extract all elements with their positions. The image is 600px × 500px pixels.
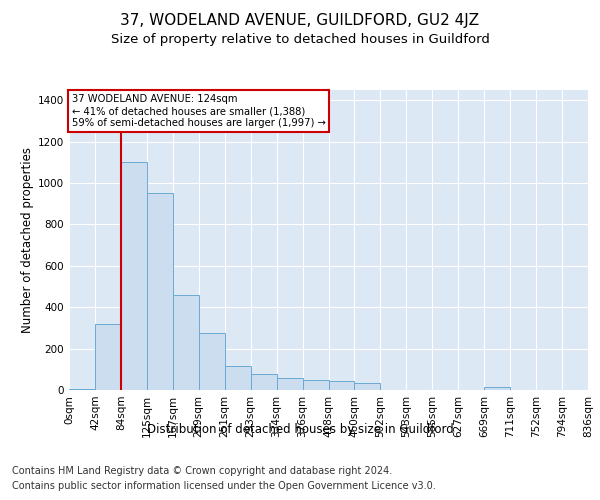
Bar (225, 366, 251, 390)
Bar (355, 383, 380, 390)
Bar (484, 387, 510, 390)
Bar (121, 162, 147, 390)
Text: 37, WODELAND AVENUE, GUILDFORD, GU2 4JZ: 37, WODELAND AVENUE, GUILDFORD, GU2 4JZ (121, 12, 479, 28)
Bar (329, 380, 355, 390)
Text: Contains public sector information licensed under the Open Government Licence v3: Contains public sector information licen… (12, 481, 436, 491)
Bar (251, 374, 277, 390)
Bar (147, 194, 173, 390)
Text: Contains HM Land Registry data © Crown copyright and database right 2024.: Contains HM Land Registry data © Crown c… (12, 466, 392, 476)
Bar (302, 380, 329, 390)
Bar (173, 295, 199, 390)
Y-axis label: Number of detached properties: Number of detached properties (21, 147, 34, 333)
Text: 37 WODELAND AVENUE: 124sqm
← 41% of detached houses are smaller (1,388)
59% of s: 37 WODELAND AVENUE: 124sqm ← 41% of deta… (71, 94, 325, 128)
Bar (95, 324, 121, 390)
Bar (199, 333, 224, 390)
Bar (277, 378, 302, 390)
Text: Size of property relative to detached houses in Guildford: Size of property relative to detached ho… (110, 32, 490, 46)
Text: Distribution of detached houses by size in Guildford: Distribution of detached houses by size … (146, 422, 454, 436)
